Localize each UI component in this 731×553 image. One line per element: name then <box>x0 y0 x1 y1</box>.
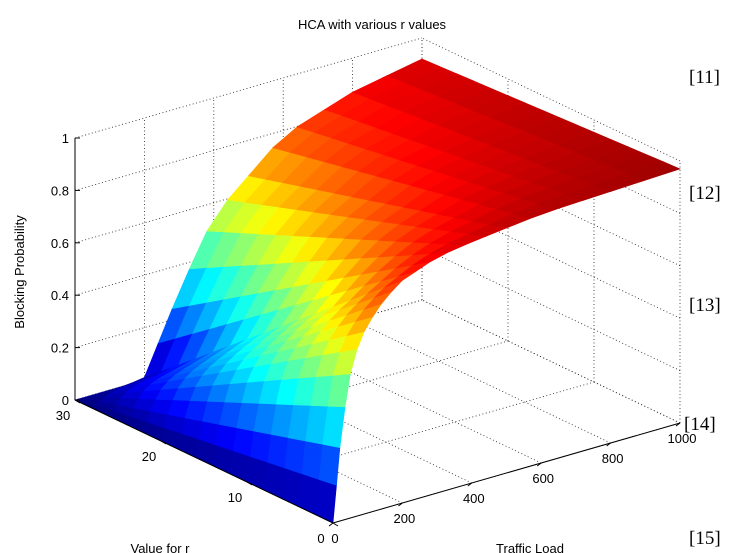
x-tick-label: 600 <box>532 471 554 486</box>
grid-line <box>74 37 423 139</box>
surface-patch <box>318 443 341 486</box>
y-tick-label: 30 <box>56 408 70 423</box>
x-tick-label: 0 <box>331 531 338 546</box>
grid-line <box>352 319 611 444</box>
y-axis-line <box>74 399 334 524</box>
x-tick-label: 1000 <box>668 431 697 446</box>
ref-13: [13] <box>689 295 721 316</box>
y-axis-label: Value for r <box>130 541 190 553</box>
grid-line <box>74 247 423 348</box>
x-tick-label: 200 <box>394 511 416 526</box>
z-tick-label: 0.2 <box>51 341 69 356</box>
surface <box>74 58 681 524</box>
x-axis-line <box>332 422 681 524</box>
grid-line <box>421 37 681 162</box>
z-tick-label: 0 <box>62 393 69 408</box>
ref-14: [14] <box>684 414 716 435</box>
ref-12: [12] <box>689 183 721 204</box>
chart-title: HCA with various r values <box>298 17 447 32</box>
grid-line <box>421 247 681 371</box>
z-tick-label: 0.8 <box>51 183 69 198</box>
grid-line <box>74 142 423 244</box>
x-tick <box>536 462 542 467</box>
x-tick <box>328 522 334 527</box>
y-tick-label: 20 <box>142 449 156 464</box>
grid-line <box>74 194 423 296</box>
y-tick <box>160 440 167 445</box>
z-tick-label: 1 <box>62 131 69 146</box>
ref-11: [11] <box>689 67 720 88</box>
grid-line <box>421 299 681 424</box>
x-tick <box>675 422 681 427</box>
x-axis-label: Traffic Load <box>496 541 564 553</box>
z-tick-label: 0.6 <box>51 236 69 251</box>
y-tick <box>246 481 253 486</box>
z-tick-label: 0.4 <box>51 288 69 303</box>
y-tick-label: 10 <box>228 490 242 505</box>
z-axis-label: Blocking Probability <box>12 215 27 329</box>
surface-patch <box>627 161 681 181</box>
x-tick <box>467 482 473 487</box>
x-tick <box>606 442 611 447</box>
x-tick-label: 800 <box>602 451 624 466</box>
grid-line <box>74 90 423 191</box>
x-tick <box>398 502 403 507</box>
y-tick-label: 0 <box>317 531 324 546</box>
ref-15: [15] <box>689 528 721 549</box>
x-tick-label: 400 <box>463 491 485 506</box>
y-tick <box>332 522 339 527</box>
